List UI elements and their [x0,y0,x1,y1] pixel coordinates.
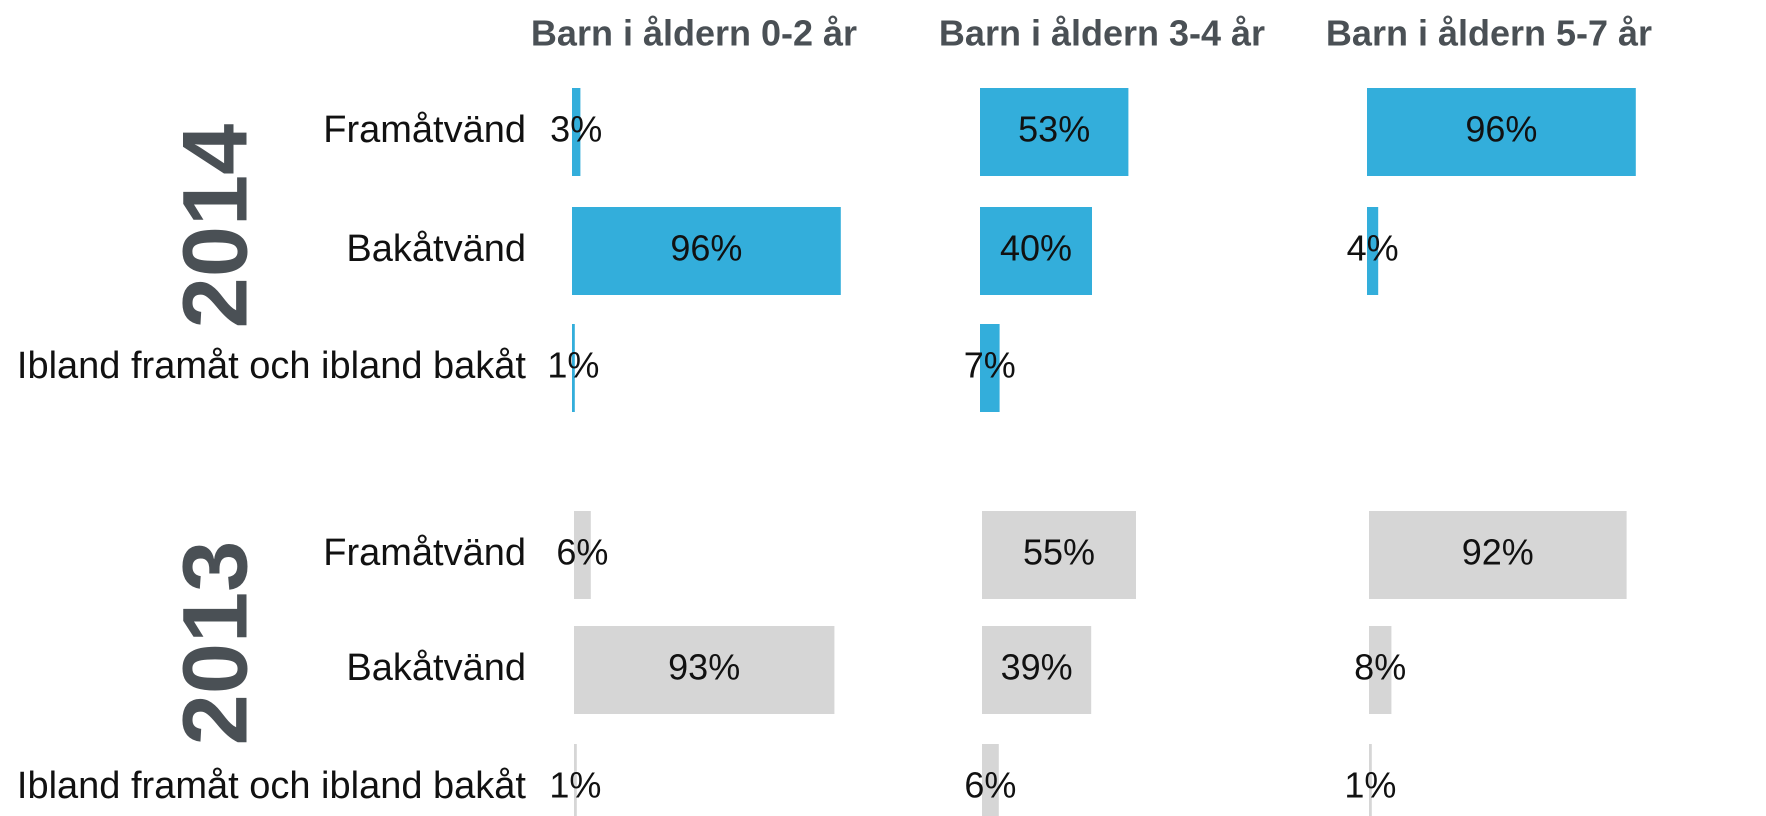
value-label: 55% [1023,532,1095,573]
value-label: 96% [670,228,742,269]
value-label: 3% [550,109,602,150]
bar [980,88,1129,176]
value-label: 1% [547,345,599,386]
value-label: 4% [1347,228,1399,269]
bar [1367,207,1379,295]
value-label: 39% [1001,647,1073,688]
bar [574,744,577,816]
value-label: 6% [556,532,608,573]
bar [1369,626,1392,714]
bar [980,207,1092,295]
bar [982,744,999,816]
category-label: Bakåtvänd [346,228,526,270]
value-label: 8% [1354,647,1406,688]
category-label: Framåtvänd [323,532,526,574]
value-label: 53% [1018,109,1090,150]
value-label: 6% [964,765,1016,806]
bar [574,511,591,599]
category-label: Framåtvänd [323,109,526,151]
panel-title: Barn i åldern 3-4 år [939,13,1265,54]
bar [980,324,1000,412]
bar [574,626,835,714]
value-label: 92% [1462,532,1534,573]
panel-title: Barn i åldern 5-7 år [1326,13,1652,54]
value-label: 7% [964,345,1016,386]
bar [1369,511,1627,599]
year-label: 2013 [164,541,266,746]
bar [572,207,841,295]
value-label: 1% [1344,765,1396,806]
bar [572,88,581,176]
bar [982,626,1092,714]
category-label: Bakåtvänd [346,647,526,689]
year-label: 2014 [164,124,266,329]
bar [1369,744,1372,816]
bar [1367,88,1636,176]
value-label: 1% [549,765,601,806]
category-label: Ibland framåt och ibland bakåt [17,345,527,387]
bar [982,511,1136,599]
value-label: 96% [1465,109,1537,150]
panel-title: Barn i åldern 0-2 år [531,13,857,54]
value-label: 93% [668,647,740,688]
category-label: Ibland framåt och ibland bakåt [17,765,527,807]
bar [572,324,575,412]
value-label: 40% [1000,228,1072,269]
